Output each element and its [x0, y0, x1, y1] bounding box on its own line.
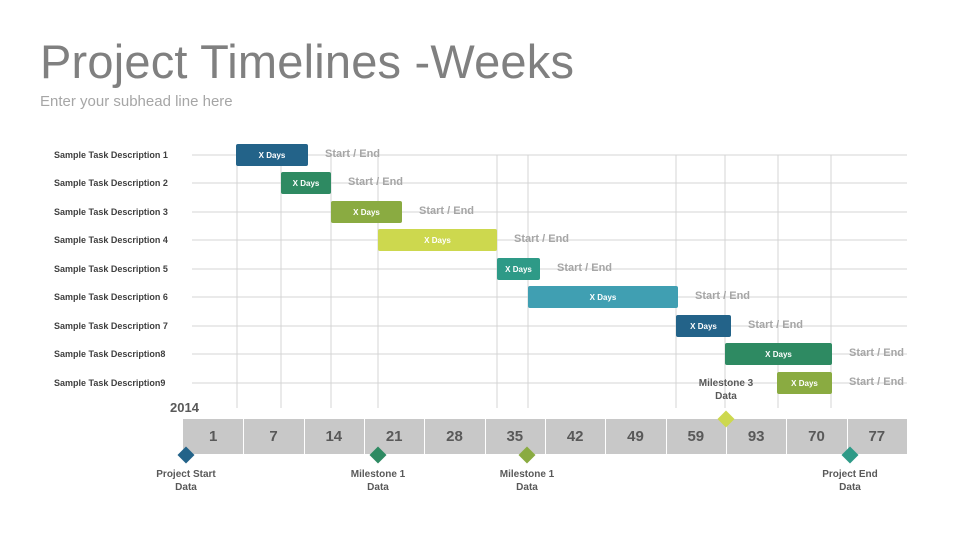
week-cell: 59	[687, 428, 705, 445]
week-separator	[364, 419, 365, 454]
task-start-end-label: Start / End	[557, 262, 613, 274]
milestone-label-line2: Data	[715, 391, 737, 402]
milestone-label-line2: Data	[175, 482, 197, 493]
task-label: Sample Task Description 7	[54, 321, 168, 331]
week-separator	[304, 419, 305, 454]
week-separator	[605, 419, 606, 454]
task-label: Sample Task Description 5	[54, 264, 168, 274]
week-cell: 28	[446, 428, 463, 445]
milestone-label: Milestone 1 Data	[333, 468, 423, 494]
week-cell: 1	[208, 428, 218, 445]
week-separator	[666, 419, 667, 454]
timeline-year: 2014	[170, 400, 199, 415]
page-subtitle: Enter your subhead line here	[40, 93, 233, 110]
week-cell: 21	[385, 428, 403, 445]
milestone-label-line2: Data	[839, 482, 861, 493]
week-separator	[786, 419, 787, 454]
milestone-label-line1: Milestone 1	[499, 469, 555, 480]
milestone-label-line2: Data	[367, 482, 389, 493]
task-bar[interactable]: X Days	[281, 172, 331, 194]
task-bar[interactable]: X Days	[528, 286, 678, 308]
week-cell: 35	[506, 428, 524, 445]
week-cell: 77	[868, 428, 886, 445]
milestone-label-line2: Data	[516, 482, 538, 493]
task-start-end-label: Start / End	[695, 290, 751, 302]
task-label: Sample Task Description 6	[54, 292, 168, 302]
week-cell: 42	[566, 428, 584, 445]
task-start-end-label: Start / End	[849, 347, 905, 359]
task-label: Sample Task Description 1	[54, 150, 168, 160]
task-bar[interactable]: X Days	[378, 229, 497, 251]
week-separator	[243, 419, 244, 454]
milestone-label: Project Start Data	[141, 468, 231, 494]
week-separator	[545, 419, 546, 454]
task-label: Sample Task Description9	[54, 378, 166, 388]
milestone-label: Project End Data	[805, 468, 895, 494]
week-cell: 7	[269, 428, 278, 445]
week-cell: 14	[325, 428, 343, 445]
task-bar[interactable]: X Days	[777, 372, 832, 394]
milestone-label-line1: Project Start	[156, 469, 216, 480]
week-separator	[424, 419, 425, 454]
week-separator	[485, 419, 486, 454]
milestone-label-line1: Project End	[822, 469, 878, 480]
milestone-label-line1: Milestone 1	[350, 469, 406, 480]
milestone-label: Milestone 3 Data	[681, 377, 771, 403]
task-label: Sample Task Description 2	[54, 178, 168, 188]
task-bar[interactable]: X Days	[331, 201, 402, 223]
task-start-end-label: Start / End	[849, 376, 905, 388]
week-separator	[726, 419, 727, 454]
task-start-end-label: Start / End	[419, 205, 475, 217]
milestone-label: Milestone 1 Data	[482, 468, 572, 494]
task-start-end-label: Start / End	[514, 233, 570, 245]
page-title: Project Timelines -Weeks	[40, 35, 575, 88]
task-label: Sample Task Description 3	[54, 207, 168, 217]
week-cell: 70	[808, 428, 825, 445]
task-bar[interactable]: X Days	[725, 343, 832, 365]
task-label: Sample Task Description 4	[54, 235, 168, 245]
week-cell: 93	[747, 428, 765, 445]
task-start-end-label: Start / End	[325, 148, 381, 160]
week-axis: 1 7 14 21 28 35 42 49 59 93 70 77	[183, 419, 907, 454]
task-start-end-label: Start / End	[348, 176, 404, 188]
task-bar[interactable]: X Days	[497, 258, 540, 280]
task-start-end-label: Start / End	[748, 319, 804, 331]
week-cell: 49	[627, 428, 644, 445]
task-bar[interactable]: X Days	[676, 315, 731, 337]
milestone-label-line1: Milestone 3	[698, 378, 754, 389]
task-bar[interactable]: X Days	[236, 144, 308, 166]
week-separator	[847, 419, 848, 454]
task-label: Sample Task Description8	[54, 349, 166, 359]
